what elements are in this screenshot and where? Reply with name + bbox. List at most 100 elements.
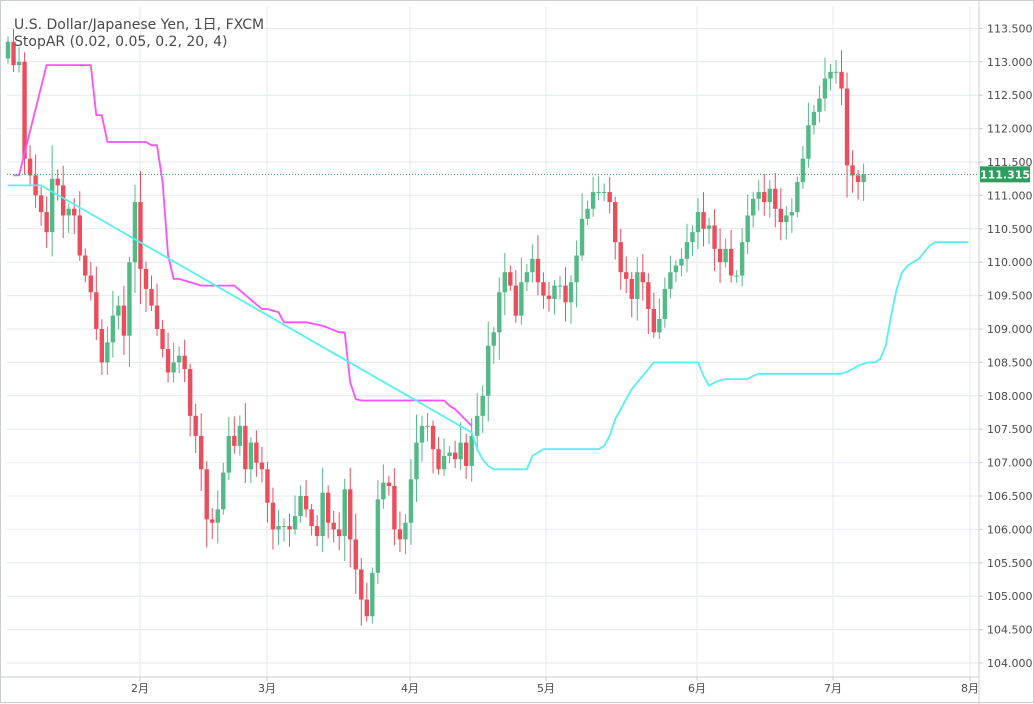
- candle-down: [618, 242, 623, 273]
- candle-up: [486, 345, 491, 396]
- candle-down: [629, 278, 634, 299]
- candle-down: [508, 272, 513, 286]
- stop-long-line: [8, 184, 969, 471]
- candle-up: [662, 288, 668, 319]
- candle-up: [734, 275, 739, 277]
- candle-down: [303, 496, 309, 510]
- candle-up: [116, 305, 121, 316]
- candle-up: [469, 435, 474, 466]
- candle-up: [171, 362, 176, 373]
- candle-up: [292, 516, 298, 530]
- candle-up: [132, 202, 138, 263]
- candle-up: [590, 192, 596, 209]
- candle-up: [706, 225, 712, 229]
- candle-up: [530, 258, 535, 273]
- candle-down: [563, 285, 568, 303]
- candle-down: [651, 308, 657, 333]
- y-tick-label: 111.000: [987, 189, 1033, 202]
- candle-up: [789, 212, 795, 216]
- candle-down: [55, 178, 60, 186]
- candle-up: [66, 208, 71, 216]
- candle-down: [38, 195, 44, 213]
- candle-down: [717, 248, 723, 263]
- candle-down: [364, 599, 369, 617]
- candle-up: [574, 255, 579, 283]
- candle-up: [811, 111, 817, 126]
- candle-down: [182, 355, 187, 370]
- candle-down: [187, 369, 193, 416]
- candle-down: [337, 529, 342, 537]
- candle-up: [375, 499, 381, 573]
- candle-up: [756, 192, 761, 199]
- candle-up: [342, 489, 347, 537]
- candle-up: [381, 482, 386, 500]
- candle-up: [408, 479, 414, 523]
- y-tick-label: 108.000: [987, 390, 1033, 403]
- candle-up: [723, 248, 728, 263]
- candle-up: [215, 509, 220, 523]
- candle-up: [276, 526, 281, 530]
- candle-up: [502, 272, 507, 293]
- candle-up: [767, 188, 772, 203]
- candle-down: [88, 275, 93, 293]
- candle-up: [828, 71, 833, 79]
- candle-down: [193, 415, 198, 436]
- candle-down: [160, 329, 165, 350]
- candle-down: [541, 282, 546, 296]
- candle-up: [441, 455, 447, 470]
- candle-down: [270, 502, 276, 530]
- candle-up: [176, 355, 182, 363]
- indicator-label: StopAR (0.02, 0.05, 0.2, 20, 4): [14, 34, 228, 50]
- candle-up: [784, 215, 789, 223]
- candle-down: [94, 292, 99, 329]
- y-tick-label: 107.000: [987, 457, 1033, 470]
- candle-up: [5, 41, 11, 59]
- candle-down: [287, 526, 292, 530]
- candle-up: [475, 415, 480, 436]
- y-tick-label: 104.000: [987, 657, 1033, 670]
- candle-down: [314, 526, 320, 537]
- candle-up: [221, 472, 226, 510]
- candle-down: [839, 71, 844, 89]
- candle-up: [110, 315, 116, 343]
- candle-up: [635, 272, 640, 299]
- x-tick-label: 8月: [961, 682, 979, 695]
- stop-ar-lines: [8, 64, 969, 471]
- chart-title: U.S. Dollar/Japanese Yen, 1日, FXCM: [14, 17, 265, 33]
- candle-up: [822, 78, 828, 99]
- candle-down: [397, 529, 403, 540]
- candle-down: [265, 469, 270, 503]
- candle-up: [795, 182, 800, 213]
- candle-down: [165, 349, 171, 373]
- candle-down: [712, 225, 717, 249]
- candle-up: [695, 212, 701, 233]
- candle-down: [844, 88, 850, 166]
- candle-up: [601, 192, 607, 194]
- candle-down: [728, 248, 734, 276]
- candle-down: [232, 435, 237, 446]
- candle-down: [386, 482, 392, 486]
- y-tick-label: 111.500: [987, 156, 1033, 169]
- candle-down: [99, 329, 105, 363]
- candle-up: [739, 242, 745, 276]
- candle-up: [491, 332, 496, 346]
- y-tick-label: 110.000: [987, 256, 1033, 269]
- candle-up: [320, 492, 325, 537]
- y-tick-label: 105.000: [987, 590, 1033, 603]
- candle-down: [646, 282, 651, 309]
- candle-down: [121, 305, 127, 336]
- candle-up: [751, 198, 756, 216]
- candle-down: [309, 509, 314, 527]
- x-tick-label: 6月: [688, 682, 706, 695]
- y-tick-label: 112.500: [987, 89, 1033, 102]
- candle-down: [77, 215, 82, 256]
- candle-down: [762, 192, 767, 203]
- candle-down: [44, 212, 49, 233]
- candle-up: [817, 98, 822, 112]
- candle-up: [298, 496, 303, 517]
- candle-up: [579, 218, 585, 256]
- candle-down: [855, 175, 861, 183]
